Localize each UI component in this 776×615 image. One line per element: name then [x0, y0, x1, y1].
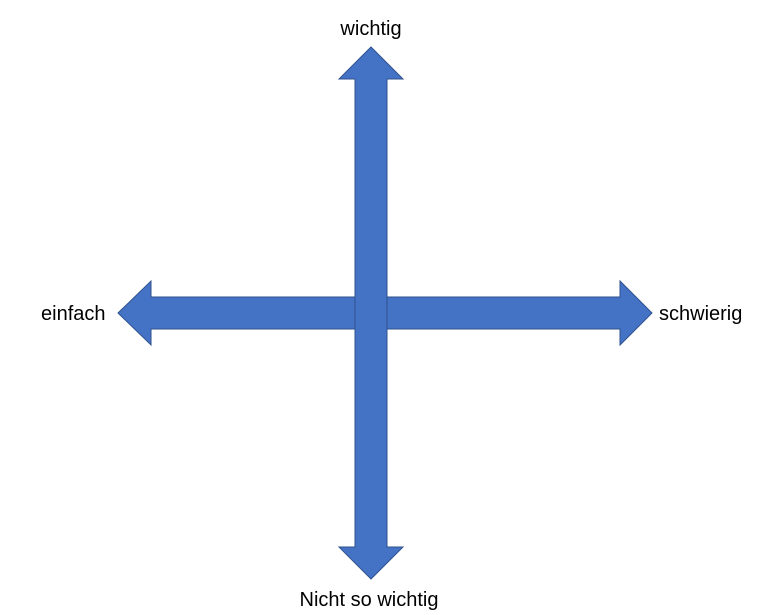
label-difficult: schwierig [659, 303, 743, 325]
vertical-arrow [337, 46, 405, 580]
label-important: wichtig [340, 18, 402, 40]
label-not-so-important: Nicht so wichtig [299, 589, 439, 611]
label-easy: einfach [41, 303, 106, 325]
